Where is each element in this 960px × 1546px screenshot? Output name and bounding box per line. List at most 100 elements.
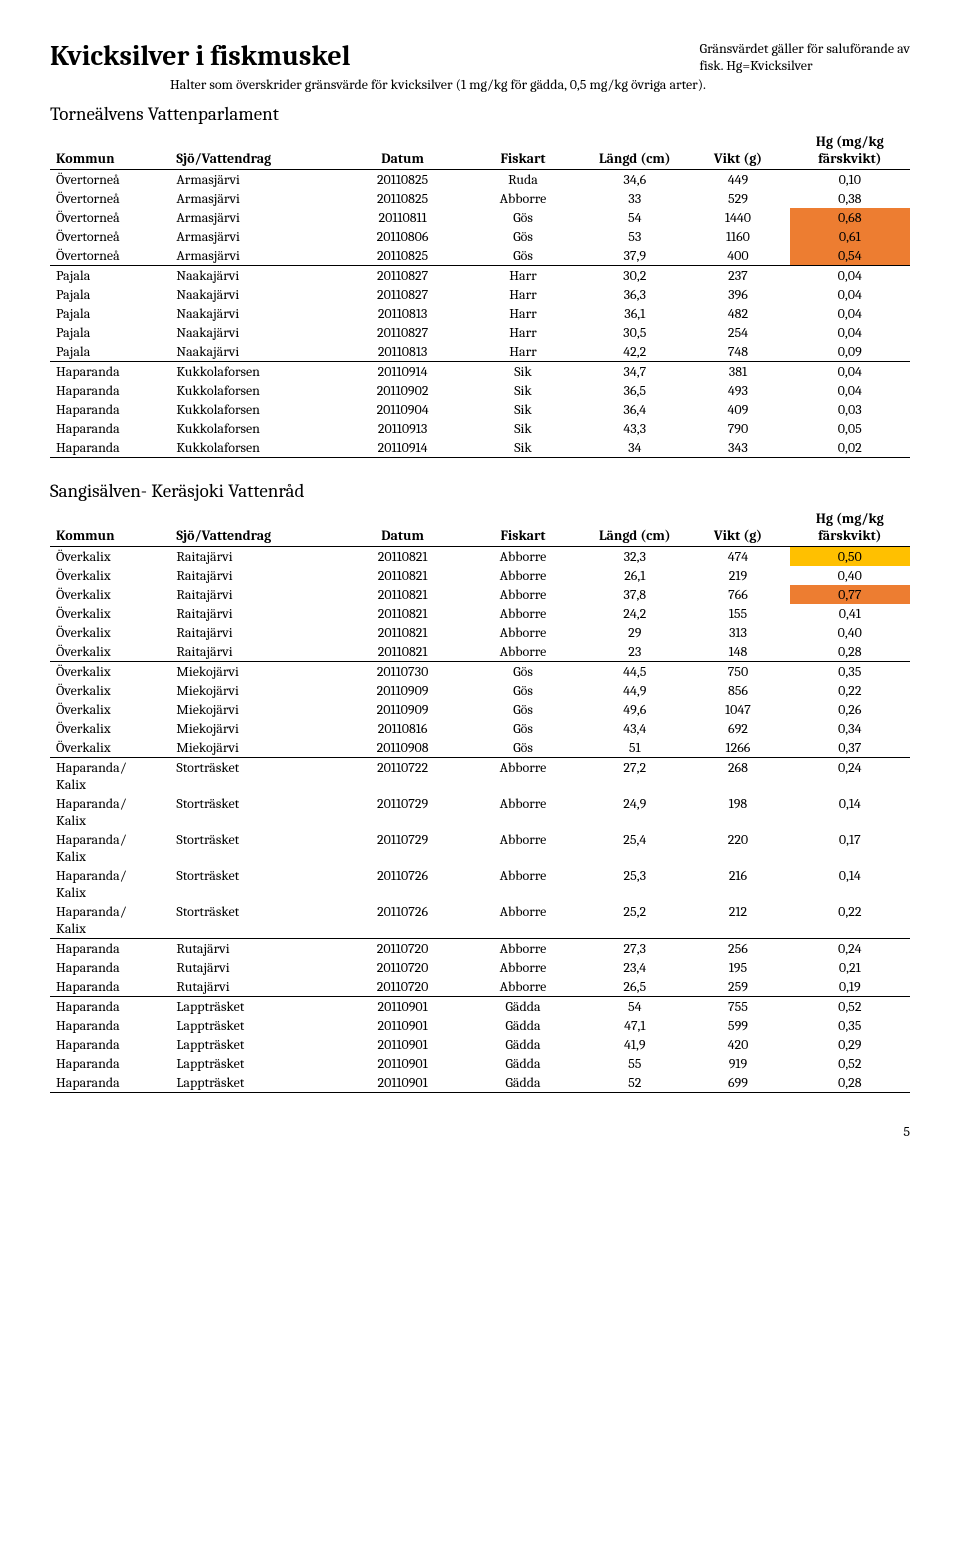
cell-fiskart: Sik	[463, 419, 583, 438]
cell-sjo: Raitajärvi	[170, 566, 342, 585]
table-row: HaparandaRutajärvi20110720Abborre27,3256…	[50, 939, 910, 959]
cell-vikt: 268	[686, 758, 789, 795]
cell-vikt: 1440	[686, 208, 789, 227]
cell-vikt: 198	[686, 794, 789, 830]
cell-hg: 0,34	[790, 719, 910, 738]
cell-vikt: 748	[686, 342, 789, 362]
cell-fiskart: Gös	[463, 208, 583, 227]
cell-langd: 36,5	[583, 381, 686, 400]
cell-langd: 24,9	[583, 794, 686, 830]
cell-hg: 0,68	[790, 208, 910, 227]
cell-langd: 26,1	[583, 566, 686, 585]
cell-vikt: 692	[686, 719, 789, 738]
cell-sjo: Raitajärvi	[170, 585, 342, 604]
cell-hg: 0,28	[790, 1073, 910, 1093]
page-number: 5	[50, 1123, 910, 1140]
col-hg: Hg (mg/kg färskvikt)	[790, 129, 910, 170]
cell-hg: 0,04	[790, 381, 910, 400]
top-note-line2: fisk. Hg=Kvicksilver	[700, 57, 813, 74]
cell-sjo: Miekojärvi	[170, 700, 342, 719]
table-row: HaparandaLappträsket20110901Gädda47,1599…	[50, 1016, 910, 1035]
table-row: ÖverkalixRaitajärvi20110821Abborre293130…	[50, 623, 910, 642]
cell-kommun: Övertorneå	[50, 170, 170, 190]
cell-datum: 20110914	[342, 362, 462, 382]
cell-fiskart: Abborre	[463, 939, 583, 959]
table-row: PajalaNaakajärvi20110827Harr30,22370,04	[50, 266, 910, 286]
cell-kommun: Haparanda	[50, 977, 170, 997]
cell-vikt: 755	[686, 997, 789, 1017]
cell-fiskart: Gös	[463, 738, 583, 758]
cell-kommun: Övertorneå	[50, 227, 170, 246]
cell-fiskart: Abborre	[463, 758, 583, 795]
cell-datum: 20110729	[342, 794, 462, 830]
sub-note: Halter som överskrider gränsvärde för kv…	[170, 76, 910, 93]
cell-fiskart: Gädda	[463, 997, 583, 1017]
col-datum: Datum	[342, 129, 462, 170]
cell-sjo: Storträsket	[170, 866, 342, 902]
cell-kommun: Pajala	[50, 342, 170, 362]
cell-hg: 0,35	[790, 1016, 910, 1035]
cell-datum: 20110909	[342, 700, 462, 719]
cell-datum: 20110730	[342, 662, 462, 682]
cell-datum: 20110813	[342, 304, 462, 323]
cell-sjo: Armasjärvi	[170, 246, 342, 266]
cell-langd: 36,4	[583, 400, 686, 419]
cell-fiskart: Harr	[463, 304, 583, 323]
cell-sjo: Kukkolaforsen	[170, 362, 342, 382]
cell-langd: 30,2	[583, 266, 686, 286]
cell-kommun: Överkalix	[50, 681, 170, 700]
col-langd: Längd (cm)	[583, 506, 686, 547]
table-row: ÖverkalixRaitajärvi20110821Abborre231480…	[50, 642, 910, 662]
cell-hg: 0,14	[790, 794, 910, 830]
cell-datum: 20110726	[342, 902, 462, 939]
section2-heading: Sangisälven- Keräsjoki Vattenråd	[50, 480, 910, 502]
cell-fiskart: Gös	[463, 700, 583, 719]
cell-kommun: Överkalix	[50, 585, 170, 604]
cell-fiskart: Abborre	[463, 958, 583, 977]
cell-datum: 20110720	[342, 977, 462, 997]
cell-langd: 25,4	[583, 830, 686, 866]
cell-langd: 36,3	[583, 285, 686, 304]
cell-langd: 27,3	[583, 939, 686, 959]
cell-hg: 0,04	[790, 266, 910, 286]
cell-sjo: Miekojärvi	[170, 719, 342, 738]
cell-fiskart: Gädda	[463, 1016, 583, 1035]
cell-datum: 20110914	[342, 438, 462, 458]
cell-fiskart: Abborre	[463, 585, 583, 604]
cell-vikt: 420	[686, 1035, 789, 1054]
cell-kommun: Överkalix	[50, 700, 170, 719]
table-row: ÖverkalixMiekojärvi20110908Gös5112660,37	[50, 738, 910, 758]
cell-sjo: Storträsket	[170, 794, 342, 830]
cell-sjo: Raitajärvi	[170, 642, 342, 662]
cell-langd: 55	[583, 1054, 686, 1073]
cell-langd: 29	[583, 623, 686, 642]
table-header: Kommun Sjö/Vattendrag Datum Fiskart Läng…	[50, 129, 910, 170]
cell-fiskart: Abborre	[463, 189, 583, 208]
table-row: ÖverkalixMiekojärvi20110909Gös44,98560,2…	[50, 681, 910, 700]
cell-hg: 0,17	[790, 830, 910, 866]
cell-datum: 20110813	[342, 342, 462, 362]
cell-hg: 0,38	[790, 189, 910, 208]
cell-datum: 20110827	[342, 285, 462, 304]
cell-hg: 0,19	[790, 977, 910, 997]
cell-sjo: Naakajärvi	[170, 323, 342, 342]
cell-sjo: Lappträsket	[170, 1016, 342, 1035]
cell-vikt: 1047	[686, 700, 789, 719]
cell-hg: 0,09	[790, 342, 910, 362]
cell-hg: 0,24	[790, 758, 910, 795]
cell-sjo: Miekojärvi	[170, 738, 342, 758]
cell-vikt: 750	[686, 662, 789, 682]
cell-hg: 0,10	[790, 170, 910, 190]
col-langd: Längd (cm)	[583, 129, 686, 170]
table-row: ÖverkalixRaitajärvi20110821Abborre24,215…	[50, 604, 910, 623]
cell-hg: 0,41	[790, 604, 910, 623]
cell-vikt: 259	[686, 977, 789, 997]
table-row: HaparandaLappträsket20110901Gädda41,9420…	[50, 1035, 910, 1054]
cell-fiskart: Harr	[463, 342, 583, 362]
cell-vikt: 699	[686, 1073, 789, 1093]
cell-kommun: Pajala	[50, 304, 170, 323]
cell-hg: 0,40	[790, 566, 910, 585]
cell-datum: 20110821	[342, 566, 462, 585]
cell-vikt: 220	[686, 830, 789, 866]
cell-datum: 20110827	[342, 266, 462, 286]
